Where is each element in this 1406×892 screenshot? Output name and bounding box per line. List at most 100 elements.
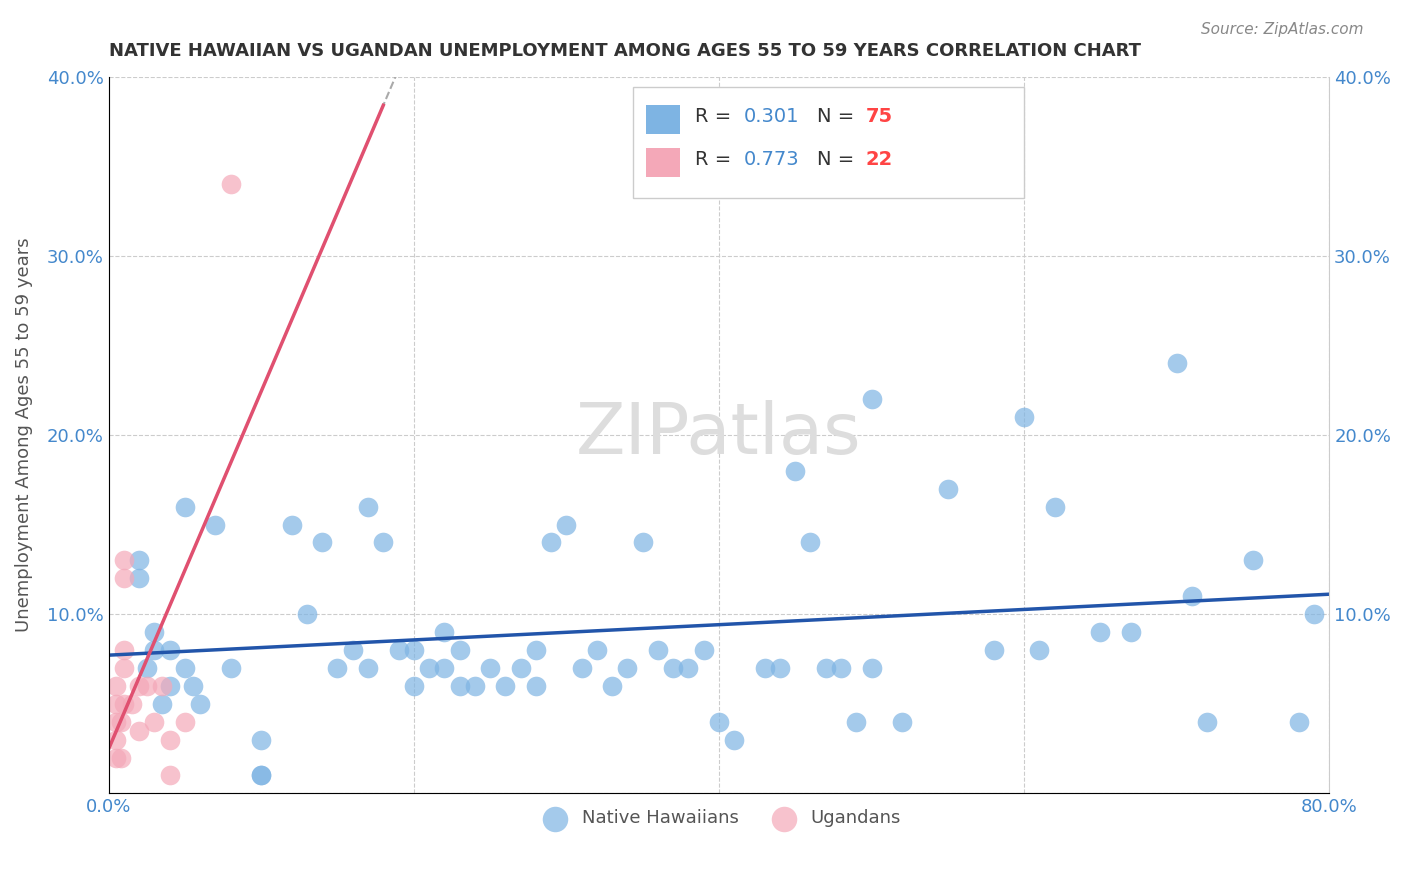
Point xyxy=(105,679,128,693)
Point xyxy=(150,697,173,711)
Point xyxy=(204,517,226,532)
Point xyxy=(830,661,852,675)
Point xyxy=(105,697,128,711)
Point xyxy=(250,768,273,782)
Point xyxy=(1288,714,1310,729)
Point xyxy=(105,732,128,747)
Point xyxy=(1119,625,1142,640)
Point xyxy=(769,661,792,675)
Text: ZIPatlas: ZIPatlas xyxy=(576,401,862,469)
Point xyxy=(112,553,135,567)
FancyBboxPatch shape xyxy=(634,87,1024,198)
Point xyxy=(891,714,914,729)
Point xyxy=(112,661,135,675)
Point xyxy=(1028,643,1050,657)
Point xyxy=(707,714,730,729)
Point xyxy=(754,661,776,675)
Point xyxy=(678,661,700,675)
Point xyxy=(449,679,471,693)
Point xyxy=(159,768,181,782)
Text: 0.773: 0.773 xyxy=(744,150,799,169)
Point xyxy=(150,679,173,693)
Point xyxy=(1241,553,1264,567)
Point xyxy=(479,661,502,675)
Text: NATIVE HAWAIIAN VS UGANDAN UNEMPLOYMENT AMONG AGES 55 TO 59 YEARS CORRELATION CH: NATIVE HAWAIIAN VS UGANDAN UNEMPLOYMENT … xyxy=(108,42,1140,60)
Text: R =: R = xyxy=(695,106,737,126)
Text: Source: ZipAtlas.com: Source: ZipAtlas.com xyxy=(1201,22,1364,37)
Point xyxy=(342,643,364,657)
Point xyxy=(616,661,638,675)
Point xyxy=(174,714,197,729)
Point xyxy=(188,697,211,711)
Point xyxy=(112,643,135,657)
Point xyxy=(936,482,959,496)
Point xyxy=(159,643,181,657)
Point xyxy=(128,571,150,585)
Point xyxy=(110,714,132,729)
Point xyxy=(433,625,456,640)
Point xyxy=(600,679,623,693)
Point xyxy=(1090,625,1112,640)
Point xyxy=(135,661,157,675)
Point xyxy=(387,643,409,657)
Point xyxy=(159,732,181,747)
Point xyxy=(219,177,242,191)
Point xyxy=(311,535,333,549)
Point xyxy=(135,679,157,693)
Point xyxy=(128,553,150,567)
Point xyxy=(143,643,166,657)
Point xyxy=(250,732,273,747)
Point xyxy=(662,661,685,675)
Point xyxy=(174,661,197,675)
Point xyxy=(219,661,242,675)
Point xyxy=(540,535,562,549)
Point xyxy=(785,464,807,478)
Point xyxy=(845,714,868,729)
Point xyxy=(143,625,166,640)
Point xyxy=(105,750,128,764)
Point xyxy=(647,643,669,657)
Point xyxy=(1303,607,1326,622)
Point xyxy=(128,679,150,693)
Point xyxy=(357,661,380,675)
Point xyxy=(571,661,593,675)
Point xyxy=(692,643,714,657)
Point xyxy=(555,517,578,532)
Point xyxy=(143,714,166,729)
Point xyxy=(250,768,273,782)
Point xyxy=(586,643,609,657)
Point xyxy=(799,535,821,549)
Point xyxy=(1043,500,1066,514)
Point xyxy=(110,750,132,764)
Point xyxy=(524,679,547,693)
Point xyxy=(494,679,516,693)
Point xyxy=(1197,714,1219,729)
Text: N =: N = xyxy=(817,150,860,169)
Point xyxy=(159,679,181,693)
Point xyxy=(631,535,654,549)
Point xyxy=(983,643,1005,657)
FancyBboxPatch shape xyxy=(645,148,681,177)
Point xyxy=(121,697,143,711)
Text: N =: N = xyxy=(817,106,860,126)
Point xyxy=(433,661,456,675)
Point xyxy=(402,643,425,657)
Text: 75: 75 xyxy=(866,106,893,126)
Point xyxy=(112,697,135,711)
Y-axis label: Unemployment Among Ages 55 to 59 years: Unemployment Among Ages 55 to 59 years xyxy=(15,237,32,632)
Point xyxy=(280,517,302,532)
Point xyxy=(509,661,531,675)
Point xyxy=(105,714,128,729)
Point xyxy=(1012,410,1035,425)
Point xyxy=(418,661,440,675)
Point xyxy=(373,535,395,549)
Point xyxy=(402,679,425,693)
Point xyxy=(814,661,837,675)
Point xyxy=(1166,356,1188,370)
Point xyxy=(357,500,380,514)
Text: R =: R = xyxy=(695,150,737,169)
Text: 22: 22 xyxy=(866,150,893,169)
Point xyxy=(449,643,471,657)
Point xyxy=(112,571,135,585)
Point xyxy=(524,643,547,657)
